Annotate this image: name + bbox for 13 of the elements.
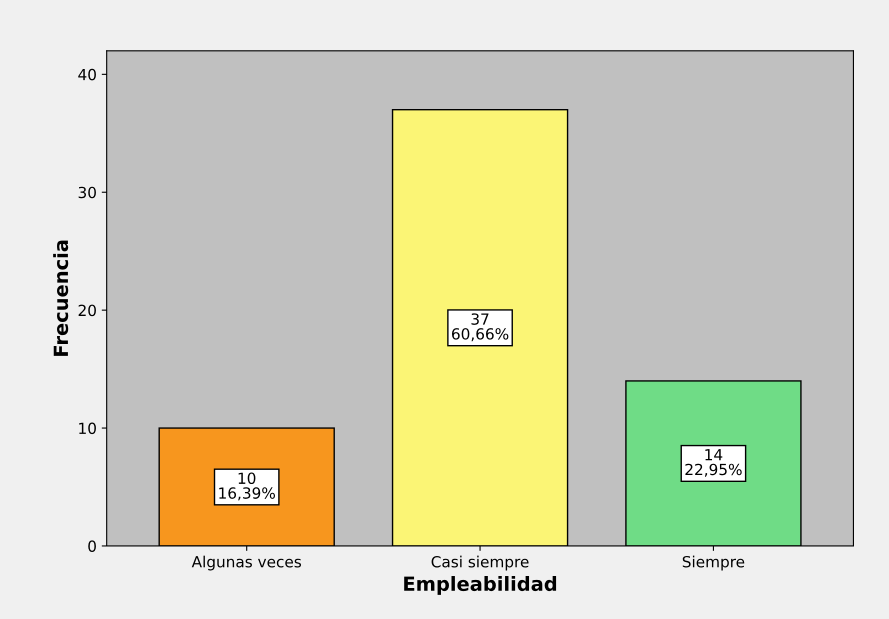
y-tick-label: 40 (78, 68, 96, 80)
data-label: 14 22,95% (685, 449, 742, 477)
y-tick-label: 30 (78, 186, 96, 198)
y-tick-label: 10 (79, 422, 96, 434)
y-tick-label: 20 (78, 304, 96, 316)
y-tick-label: 0 (88, 540, 96, 552)
x-axis-title: Empleabilidad (404, 576, 556, 595)
data-label: 10 16,39% (219, 472, 275, 500)
x-tick-label: Siempre (682, 556, 744, 570)
y-axis-title: Frecuencia (53, 240, 68, 356)
x-tick-label: Algunas veces (192, 556, 302, 570)
x-tick-label: Casi siempre (432, 556, 529, 570)
data-label: 37 60,66% (452, 313, 508, 342)
